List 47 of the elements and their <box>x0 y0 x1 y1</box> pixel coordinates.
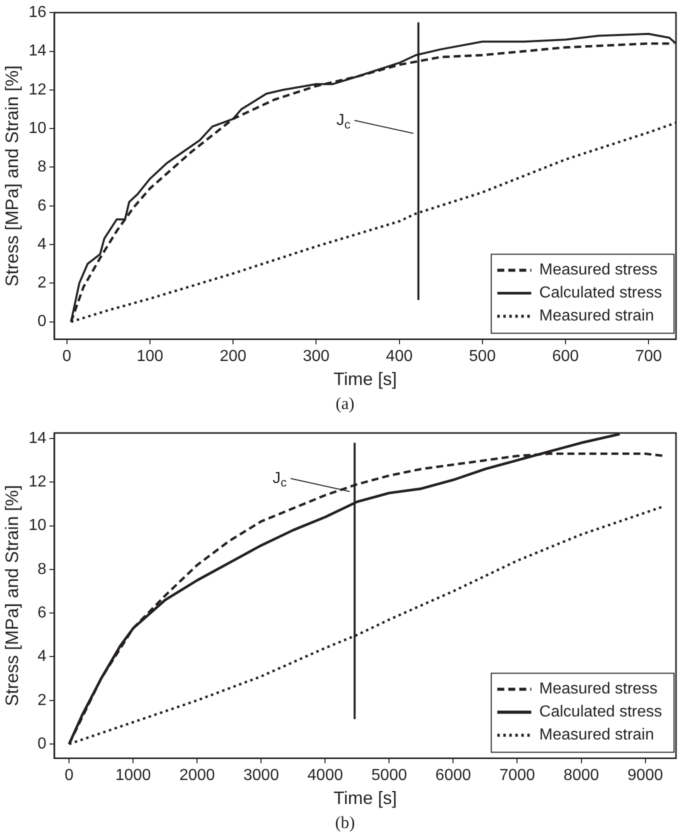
legend-label: Measured stress <box>539 680 658 698</box>
x-tick-label: 600 <box>552 348 579 366</box>
x-tick-label: 0 <box>64 767 74 784</box>
x-tick-label: 400 <box>386 348 413 366</box>
x-tick-label: 5000 <box>371 767 408 784</box>
legend-label: Measured strain <box>539 726 654 744</box>
x-tick-label: 500 <box>469 348 496 366</box>
legend-label: Calculated stress <box>539 284 662 302</box>
x-tick-label: 7000 <box>499 767 536 784</box>
y-tick-label: 8 <box>37 158 46 176</box>
text: (b) <box>334 812 356 834</box>
y-tick-label: 6 <box>37 604 46 622</box>
y-tick-label: 2 <box>37 692 46 709</box>
legend-label: Measured strain <box>539 308 654 325</box>
x-tick-label: 2000 <box>179 767 216 784</box>
legend-label: Measured stress <box>539 262 658 279</box>
y-tick-label: 4 <box>37 236 46 253</box>
y-tick-label: 14 <box>28 430 46 447</box>
x-tick-label: 700 <box>635 348 662 366</box>
x-tick-label: 3000 <box>243 767 280 784</box>
x-tick-label: 200 <box>220 348 247 366</box>
text: (a) <box>334 393 356 415</box>
x-axis-title: Time [s] <box>334 788 397 808</box>
x-axis-title: Time [s] <box>334 369 397 390</box>
y-tick-label: 4 <box>37 648 46 666</box>
y-tick-label: 0 <box>37 313 46 330</box>
legend-label: Calculated stress <box>539 704 662 721</box>
x-tick-label: 6000 <box>435 767 472 784</box>
y-axis-title: Stress [MPa] and Strain [%] <box>2 485 22 706</box>
y-tick-label: 6 <box>37 197 46 214</box>
x-tick-label: 1000 <box>115 767 152 784</box>
y-tick-label: 10 <box>28 517 46 534</box>
y-tick-label: 10 <box>28 120 46 137</box>
y-axis-title: Stress [MPa] and Strain [%] <box>2 65 22 286</box>
y-tick-label: 0 <box>37 735 46 752</box>
x-tick-label: 300 <box>302 348 330 366</box>
y-tick-label: 12 <box>28 81 46 98</box>
y-tick-label: 12 <box>28 474 46 491</box>
x-tick-label: 100 <box>136 348 164 366</box>
y-tick-label: 8 <box>37 560 46 578</box>
x-tick-label: 0 <box>62 348 72 366</box>
x-tick-label: 4000 <box>307 767 344 784</box>
y-tick-label: 14 <box>28 42 46 60</box>
x-tick-label: 8000 <box>563 767 600 784</box>
y-tick-label: 2 <box>37 274 46 292</box>
y-tick-label: 16 <box>28 4 46 22</box>
x-tick-label: 9000 <box>627 767 664 784</box>
